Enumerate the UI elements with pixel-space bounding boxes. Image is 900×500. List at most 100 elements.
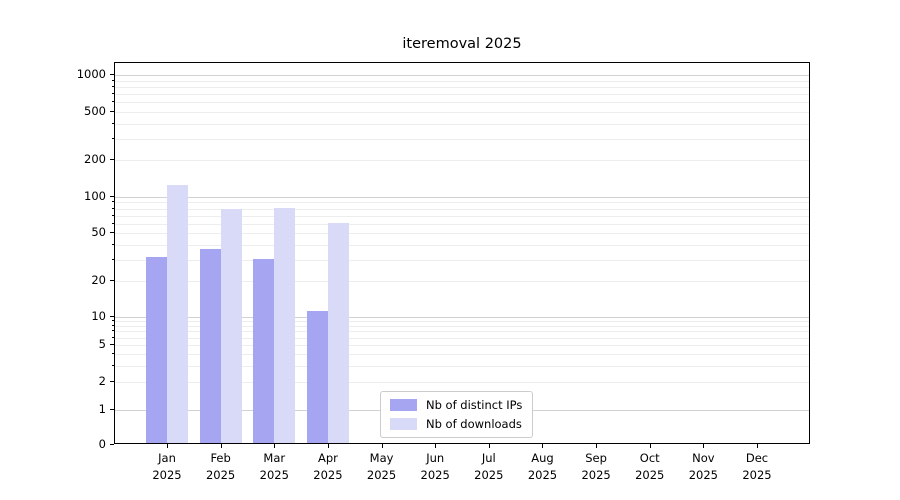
gridline-minor <box>115 86 809 88</box>
bar-downloads-apr <box>327 222 349 443</box>
y-axis-tick-label: 5 <box>98 336 106 351</box>
y-axis-tick-label: 50 <box>91 225 106 240</box>
y-axis-tick-label: 500 <box>84 103 106 118</box>
x-axis-year-label: 2025 <box>581 467 611 482</box>
bar-downloads-mar <box>274 207 296 443</box>
y-axis-minor-tick-mark <box>111 279 114 281</box>
x-axis-tick-label-apr: Apr 2025 <box>296 450 360 483</box>
gridline-minor <box>115 280 809 282</box>
y-axis-minor-tick-mark <box>111 92 114 94</box>
y-axis-tick-label: 10 <box>91 309 106 323</box>
gridline-minor <box>115 382 809 383</box>
y-axis-minor-tick-mark <box>111 330 114 332</box>
y-axis-minor-tick-mark <box>111 101 114 103</box>
x-axis-year-label: 2025 <box>742 467 772 482</box>
x-axis-tick-label-may: May 2025 <box>350 450 414 483</box>
y-axis-tick-mark <box>109 196 114 197</box>
gridline-minor <box>115 208 809 210</box>
y-axis-tick-mark <box>109 444 114 445</box>
x-axis-tick-label-nov: Nov 2025 <box>671 450 735 483</box>
y-axis-tick-mark <box>109 74 114 75</box>
x-axis-tick-label-jun: Jun 2025 <box>403 450 467 483</box>
gridline-major <box>115 197 809 198</box>
gridline-minor <box>115 233 809 235</box>
gridline-minor <box>115 93 809 95</box>
x-axis-tick-mark <box>167 444 168 448</box>
x-axis-tick-mark <box>649 444 651 448</box>
x-axis-tick-mark <box>596 444 598 448</box>
x-axis-tick-label-feb: Feb 2025 <box>189 450 253 483</box>
gridline-minor <box>115 223 809 225</box>
y-axis-tick-mark <box>109 316 114 317</box>
y-axis-minor-tick-mark <box>111 214 114 216</box>
y-axis-tick-label: 100 <box>84 189 106 203</box>
gridline-minor <box>115 138 809 140</box>
gridline-minor <box>115 365 809 367</box>
x-axis-tick-mark <box>542 444 544 448</box>
y-axis-minor-tick-mark <box>111 137 114 139</box>
x-axis-tick-mark <box>274 444 276 448</box>
y-axis-minor-tick-mark <box>111 85 114 87</box>
y-axis-minor-tick-mark <box>111 122 114 124</box>
gridline-minor <box>115 123 809 125</box>
x-axis-year-label: 2025 <box>205 467 236 482</box>
x-axis-tick-label-oct: Oct 2025 <box>618 450 682 483</box>
gridline-minor <box>115 321 809 323</box>
x-axis-tick-label-jul: Jul 2025 <box>457 450 521 483</box>
x-axis-tick-mark <box>381 444 383 448</box>
bar-distinct-ips-mar <box>253 258 275 443</box>
y-axis-minor-tick-mark <box>111 159 114 161</box>
gridline-minor <box>115 111 809 113</box>
bar-distinct-ips-feb <box>199 249 221 443</box>
y-axis-minor-tick-mark <box>111 232 114 234</box>
x-axis-year-label: 2025 <box>366 467 397 482</box>
y-axis-tick-label: 2 <box>98 374 106 388</box>
x-axis-year-label: 2025 <box>688 467 718 482</box>
y-axis-tick-label: 1000 <box>76 67 106 81</box>
legend-label-downloads: Nb of downloads <box>426 417 522 431</box>
gridline-minor <box>115 326 809 327</box>
gridline-minor <box>115 215 809 217</box>
gridline-major <box>115 75 809 76</box>
bar-downloads-jan <box>167 185 188 443</box>
x-axis-tick-mark <box>220 444 222 448</box>
x-axis-year-label: 2025 <box>152 467 182 482</box>
bar-distinct-ips-jan <box>146 257 167 443</box>
y-axis-minor-tick-mark <box>111 353 114 354</box>
gridline-minor <box>115 102 809 104</box>
x-axis-tick-label-sep: Sep 2025 <box>564 450 628 483</box>
y-axis-minor-tick-mark <box>111 222 114 224</box>
gridline-minor <box>115 354 809 355</box>
y-axis-minor-tick-mark <box>111 336 114 338</box>
y-axis-minor-tick-mark <box>111 320 114 322</box>
y-axis-tick-mark <box>109 409 114 410</box>
x-axis-tick-mark <box>703 444 705 448</box>
x-axis-tick-mark <box>327 444 329 448</box>
x-axis-year-label: 2025 <box>527 467 558 482</box>
bar-distinct-ips-apr <box>306 311 328 443</box>
gridline-minor <box>115 331 809 333</box>
legend-label-distinct-ips: Nb of distinct IPs <box>426 398 523 412</box>
x-axis-year-label: 2025 <box>420 467 450 482</box>
x-axis-year-label: 2025 <box>474 467 504 482</box>
gridline-major <box>115 317 809 318</box>
legend-swatch-distinct-ips <box>390 399 417 411</box>
chart-title: iteremoval 2025 <box>402 36 522 52</box>
y-axis-tick-label: 1 <box>98 402 106 416</box>
gridline-minor <box>115 337 809 339</box>
legend-item-downloads: Nb of downloads <box>390 417 522 431</box>
x-axis-tick-label-aug: Aug 2025 <box>510 450 574 483</box>
x-axis-tick-label-dec: Dec 2025 <box>725 450 789 483</box>
x-axis-tick-mark <box>488 444 490 448</box>
y-axis-minor-tick-mark <box>111 207 114 209</box>
x-axis-tick-label-mar: Mar 2025 <box>242 450 306 483</box>
y-axis-minor-tick-mark <box>111 343 114 345</box>
gridline-minor <box>115 80 809 82</box>
gridline-minor <box>115 160 809 162</box>
x-axis-year-label: 2025 <box>635 467 665 482</box>
gridline-minor <box>115 202 809 204</box>
legend: Nb of distinct IPs Nb of downloads <box>380 391 534 438</box>
x-axis-year-label: 2025 <box>313 467 343 482</box>
y-axis-minor-tick-mark <box>111 325 114 326</box>
